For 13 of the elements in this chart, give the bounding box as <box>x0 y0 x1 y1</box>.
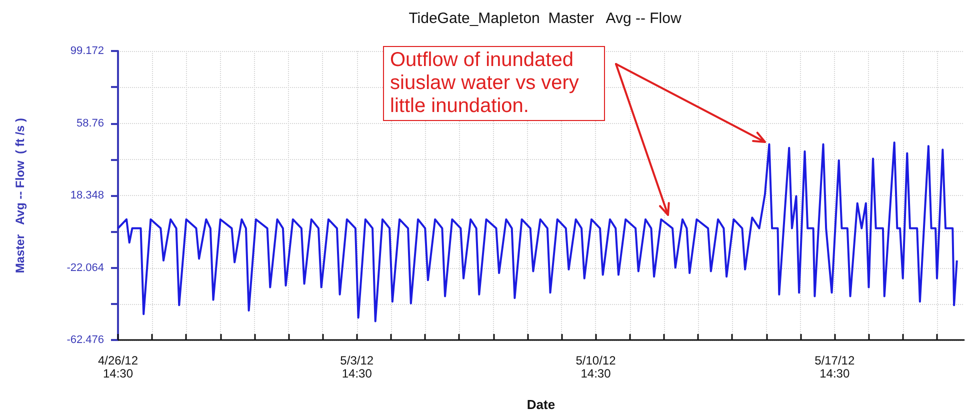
y-tick-label: -22.064 <box>66 262 104 274</box>
x-tick-label: 4/26/12 14:30 <box>98 354 138 380</box>
x-tick-label: 5/10/12 14:30 <box>576 354 616 380</box>
y-axis-title: Master Avg -- Flow ( ft /s ) <box>13 118 27 274</box>
y-tick-label: 58.76 <box>76 117 104 130</box>
annotation: Outflow of inundated siuslaw water vs very little inundation. <box>383 46 605 121</box>
y-tick-label: 18.348 <box>70 190 104 202</box>
x-tick-label: 5/17/12 14:30 <box>814 354 855 380</box>
x-axis-title: Date <box>526 397 556 412</box>
y-tick-label: -62.476 <box>66 334 104 346</box>
chart-title: TideGate_Mapleton Master Avg -- Flow <box>408 10 682 27</box>
y-tick-label: 99.172 <box>70 45 104 57</box>
x-tick-label: 5/3/12 14:30 <box>340 354 374 380</box>
